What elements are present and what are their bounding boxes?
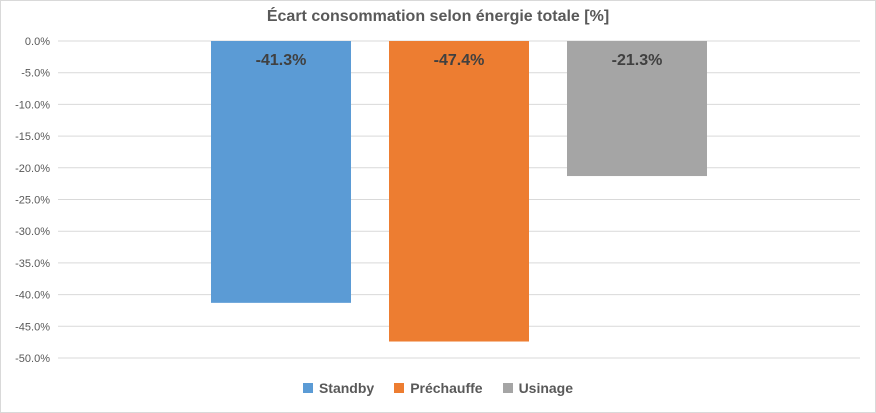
legend-label-prechauffe: Préchauffe: [410, 380, 483, 396]
y-tick-label: -5.0%: [21, 68, 50, 80]
y-tick-label: -20.0%: [15, 163, 50, 175]
y-tick-label: -35.0%: [15, 258, 50, 270]
chart-title: Écart consommation selon énergie totale …: [266, 8, 610, 25]
legend-swatch-standby: [302, 383, 313, 393]
bar-usinage: [567, 41, 707, 177]
y-tick-label: -50.0%: [15, 353, 50, 365]
data-label: -21.3%: [612, 52, 663, 69]
legend-swatch-prechauffe: [394, 383, 405, 393]
legend-item-usinage: Usinage: [502, 380, 574, 396]
y-tick-label: -30.0%: [15, 226, 50, 238]
y-tick-label: -10.0%: [15, 99, 50, 111]
legend-swatch-usinage: [502, 383, 513, 393]
y-tick-label: -25.0%: [15, 195, 50, 207]
data-label: -47.4%: [434, 52, 485, 69]
data-label: -41.3%: [256, 52, 307, 69]
chart-legend: Standby Préchauffe Usinage: [0, 380, 876, 396]
bar-prechauffe: [389, 41, 529, 342]
legend-item-prechauffe: Préchauffe: [394, 380, 483, 396]
y-tick-label: 0.0%: [25, 36, 50, 48]
y-tick-label: -40.0%: [15, 290, 50, 302]
y-tick-label: -15.0%: [15, 131, 50, 143]
legend-label-standby: Standby: [318, 380, 375, 396]
bar-standby: [211, 41, 351, 303]
y-tick-label: -45.0%: [15, 321, 50, 333]
legend-item-standby: Standby: [302, 380, 375, 396]
legend-label-usinage: Usinage: [518, 380, 574, 396]
